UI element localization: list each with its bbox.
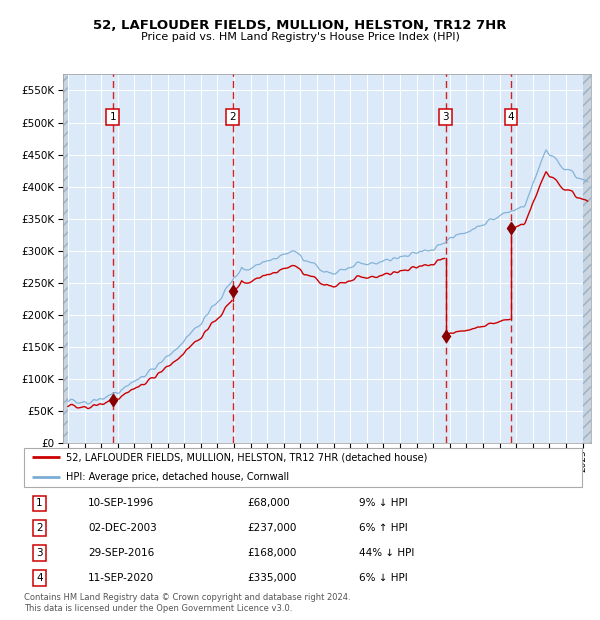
Text: 1: 1	[109, 112, 116, 122]
Text: 9% ↓ HPI: 9% ↓ HPI	[359, 498, 407, 508]
Text: 52, LAFLOUDER FIELDS, MULLION, HELSTON, TR12 7HR (detached house): 52, LAFLOUDER FIELDS, MULLION, HELSTON, …	[66, 453, 427, 463]
Text: £335,000: £335,000	[247, 573, 296, 583]
Bar	[63, 74, 68, 443]
Bar	[583, 74, 591, 443]
Text: Contains HM Land Registry data © Crown copyright and database right 2024.: Contains HM Land Registry data © Crown c…	[24, 593, 350, 603]
Text: 2: 2	[229, 112, 236, 122]
Text: 4: 4	[37, 573, 43, 583]
Text: 11-SEP-2020: 11-SEP-2020	[88, 573, 154, 583]
Text: 4: 4	[508, 112, 514, 122]
Text: Price paid vs. HM Land Registry's House Price Index (HPI): Price paid vs. HM Land Registry's House …	[140, 32, 460, 42]
Text: This data is licensed under the Open Government Licence v3.0.: This data is licensed under the Open Gov…	[24, 604, 292, 613]
Text: 52, LAFLOUDER FIELDS, MULLION, HELSTON, TR12 7HR: 52, LAFLOUDER FIELDS, MULLION, HELSTON, …	[93, 19, 507, 32]
FancyBboxPatch shape	[24, 448, 582, 487]
Text: 3: 3	[37, 548, 43, 558]
Text: 1: 1	[37, 498, 43, 508]
Text: £168,000: £168,000	[247, 548, 296, 558]
Text: 6% ↓ HPI: 6% ↓ HPI	[359, 573, 407, 583]
Text: 44% ↓ HPI: 44% ↓ HPI	[359, 548, 414, 558]
Text: £237,000: £237,000	[247, 523, 296, 533]
Text: 2: 2	[37, 523, 43, 533]
Text: £68,000: £68,000	[247, 498, 290, 508]
Text: 02-DEC-2003: 02-DEC-2003	[88, 523, 157, 533]
Text: 10-SEP-1996: 10-SEP-1996	[88, 498, 154, 508]
Text: HPI: Average price, detached house, Cornwall: HPI: Average price, detached house, Corn…	[66, 472, 289, 482]
Text: 6% ↑ HPI: 6% ↑ HPI	[359, 523, 407, 533]
Text: 3: 3	[442, 112, 449, 122]
Text: 29-SEP-2016: 29-SEP-2016	[88, 548, 154, 558]
